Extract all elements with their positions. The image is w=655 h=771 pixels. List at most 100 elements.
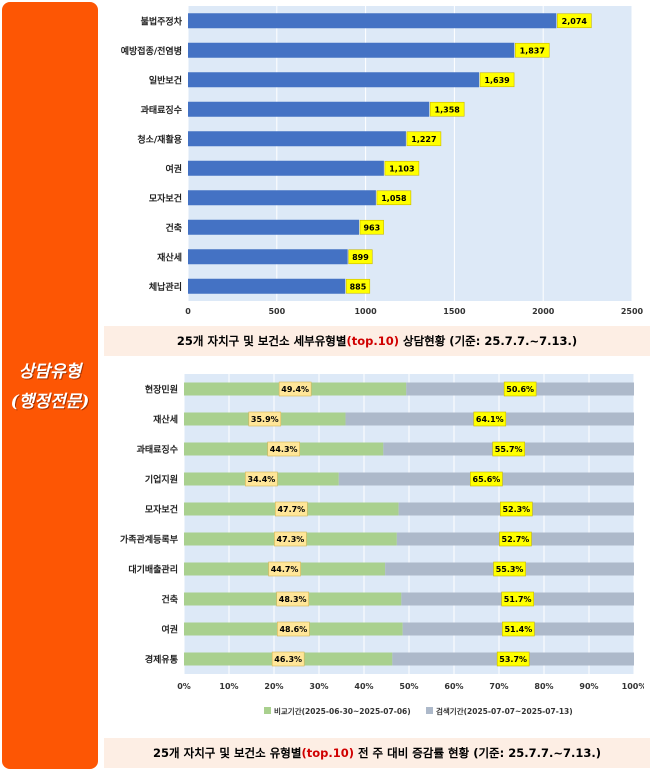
chart-top10-change: 0% 10% 20% 30% 40% 50% 60% 70% 80% 90% 100% 현장민원 49.… — [104, 372, 646, 722]
category-label-2: 기업지원 — [145, 474, 178, 486]
bar-1 — [188, 101, 430, 117]
category-label-2: 건축 — [161, 594, 178, 606]
pct-label-search: 52.3% — [502, 505, 530, 514]
pct-label-bg-search — [503, 381, 537, 397]
bar-1 — [188, 131, 406, 147]
category-label-2: 여권 — [161, 624, 178, 636]
caption-chart-1: 25개 자치구 및 보건소 세부유형별(top.10) 상담현황 (기준: 25… — [104, 326, 650, 356]
x-tick-label-2: 40% — [354, 682, 373, 691]
category-label-2: 경제유통 — [145, 654, 178, 666]
category-label-2: 재산세 — [153, 414, 178, 426]
chart-top10-counts-svg: 0 500 1000 1500 2000 2500 불법주정차 2,074 예방접종/전염병 1,… — [121, 6, 644, 316]
x-tick-label-2: 30% — [309, 682, 328, 691]
pct-label-search: 55.7% — [495, 445, 523, 454]
category-label-1: 건축 — [165, 222, 182, 234]
pct-label-bg-compare — [275, 501, 308, 517]
value-label-1: 2,074 — [562, 17, 588, 26]
side-label-line-2: (행정전문) — [10, 392, 90, 412]
pct-label-bg-compare — [271, 651, 305, 667]
category-label-1: 청소/재활용 — [137, 133, 182, 145]
side-panel: 상담유형 (행정전문) — [2, 2, 98, 769]
x-tick-label-1: 500 — [268, 307, 285, 316]
bar-1 — [188, 249, 348, 265]
pct-label-bg-search — [492, 441, 525, 457]
x-tick-label-2: 0% — [177, 682, 191, 691]
pct-label-bg-search — [493, 561, 526, 577]
pct-label-bg-search — [470, 471, 503, 487]
value-label-bg-1 — [348, 249, 373, 265]
x-tick-label-2: 20% — [264, 682, 283, 691]
x-tick-label-2: 10% — [219, 682, 238, 691]
value-label-1: 1,227 — [411, 135, 436, 144]
pct-label-compare: 47.3% — [277, 535, 305, 544]
x-tick-label-1: 2000 — [532, 307, 555, 316]
x-tick-label-2: 80% — [534, 682, 553, 691]
value-label-1: 1,837 — [520, 46, 545, 55]
pct-label-compare: 35.9% — [251, 415, 279, 424]
pct-label-search: 52.7% — [502, 535, 530, 544]
x-tick-label-1: 0 — [185, 307, 191, 316]
chart-top10-change-svg: 0% 10% 20% 30% 40% 50% 60% 70% 80% 90% 100% 현장민원 49.… — [120, 374, 646, 716]
legend-label-search: 검색기간(2025-07-07~2025-07-13) — [436, 706, 573, 716]
category-label-1: 일반보건 — [149, 74, 182, 86]
caption-1-highlight: (top.10) — [346, 334, 399, 348]
x-tick-label-2: 70% — [489, 682, 508, 691]
pct-label-bg-compare — [278, 381, 312, 397]
category-label-2: 가족관계등록부 — [120, 534, 178, 546]
pct-label-bg-compare — [277, 621, 310, 637]
value-label-bg-1 — [557, 13, 592, 29]
value-label-bg-1 — [345, 278, 371, 294]
pct-label-bg-search — [500, 501, 533, 517]
value-label-bg-1 — [376, 190, 412, 206]
bar-1 — [188, 13, 557, 29]
category-label-1: 예방접종/전염병 — [121, 45, 182, 57]
value-label-bg-1 — [406, 131, 442, 147]
pct-label-bg-search — [499, 531, 532, 547]
pct-label-bg-search — [501, 591, 534, 607]
pct-label-search: 50.6% — [506, 385, 534, 394]
x-tick-label-2: 50% — [399, 682, 418, 691]
value-label-bg-1 — [479, 72, 515, 88]
pct-label-bg-compare — [268, 561, 301, 577]
bar-1 — [188, 278, 346, 294]
pct-label-search: 64.1% — [476, 415, 504, 424]
caption-1-post: 상담현황 (기준: 25.7.7.~7.13.) — [398, 334, 578, 348]
legend-label-compare: 비교기간(2025-06-30~2025-07-06) — [274, 706, 411, 716]
bar-1 — [188, 42, 515, 58]
category-label-1: 여권 — [165, 163, 182, 175]
pct-label-compare: 34.4% — [248, 475, 276, 484]
pct-label-bg-compare — [248, 411, 282, 427]
pct-label-compare: 49.4% — [281, 385, 309, 394]
x-tick-label-2: 90% — [579, 682, 598, 691]
pct-label-bg-search — [502, 621, 535, 637]
pct-label-bg-compare — [276, 591, 309, 607]
category-label-1: 모자보건 — [149, 192, 182, 204]
pct-label-bg-compare — [245, 471, 278, 487]
x-tick-label-2: 60% — [444, 682, 463, 691]
value-label-1: 1,358 — [435, 105, 461, 114]
value-label-bg-1 — [514, 42, 550, 58]
bar-1 — [188, 190, 376, 206]
value-label-bg-1 — [429, 101, 465, 117]
caption-2-highlight: (top.10) — [301, 746, 354, 760]
pct-label-search: 55.3% — [496, 565, 524, 574]
category-label-1: 불법주정차 — [141, 15, 183, 27]
pct-label-bg-compare — [274, 531, 307, 547]
pct-label-compare: 47.7% — [277, 505, 305, 514]
pct-label-compare: 44.3% — [270, 445, 298, 454]
caption-2-post: 전 주 대비 증감률 현황 (기준: 25.7.7.~7.13.) — [353, 746, 601, 760]
category-label-1: 재산세 — [157, 251, 182, 263]
x-tick-label-1: 2500 — [621, 307, 644, 316]
legend-swatch-search — [426, 707, 433, 714]
pct-label-search: 51.7% — [504, 595, 532, 604]
legend-swatch-compare — [264, 707, 271, 714]
x-tick-label-2: 100% — [622, 682, 644, 691]
x-tick-label-1: 1000 — [354, 307, 377, 316]
side-label: 상담유형 (행정전문) — [2, 357, 98, 417]
value-label-1: 885 — [350, 282, 367, 291]
x-tick-label-1: 1500 — [443, 307, 466, 316]
pct-label-bg-compare — [267, 441, 300, 457]
value-label-bg-1 — [384, 160, 420, 176]
side-label-line-1: 상담유형 — [18, 362, 82, 382]
category-label-1: 과태료징수 — [141, 104, 182, 116]
